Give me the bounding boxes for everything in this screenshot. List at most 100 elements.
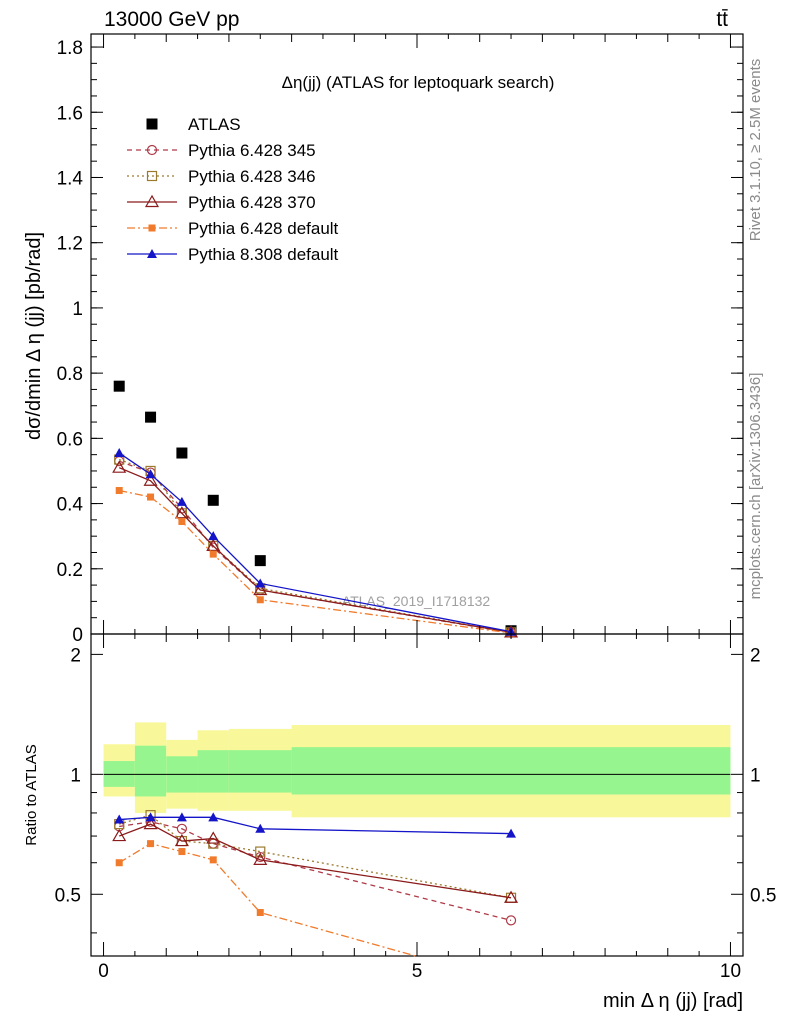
green-band-segment bbox=[197, 750, 229, 793]
main-y-axis-label: dσ/dmin Δ η (jj) [pb/rad] bbox=[23, 232, 45, 440]
data-marker bbox=[206, 538, 221, 552]
data-marker bbox=[112, 460, 127, 473]
data-marker bbox=[143, 473, 158, 486]
legend-label: Pythia 6.428 345 bbox=[188, 141, 316, 160]
main-plot-title: Δη(jj) (ATLAS for leptoquark search) bbox=[282, 73, 555, 92]
series-pythia-6-428-default bbox=[115, 487, 515, 637]
y-tick-label: 0.6 bbox=[57, 429, 83, 450]
ratio-panel: 0.5 0.5 1 1 2 2 Ratio to ATLAS bbox=[23, 633, 776, 957]
data-marker bbox=[255, 846, 266, 857]
y-tick-label: 1.8 bbox=[57, 38, 83, 59]
ratio-uncertainty-bands bbox=[90, 633, 744, 957]
ratio-pythia-6-428-370 bbox=[112, 816, 519, 903]
data-marker bbox=[256, 909, 264, 917]
ratio-series-line bbox=[119, 816, 512, 835]
series-pythia-6-428-345 bbox=[114, 456, 517, 638]
data-marker bbox=[146, 170, 158, 182]
data-marker bbox=[254, 555, 266, 567]
legend-entry: Pythia 6.428 345 bbox=[127, 141, 316, 160]
data-marker bbox=[206, 831, 221, 844]
data-marker bbox=[208, 812, 219, 822]
data-marker bbox=[115, 859, 123, 867]
y-tick-label: 1.2 bbox=[57, 234, 83, 255]
ratio-tick-label-right: 1 bbox=[750, 765, 761, 786]
ratio-tick-label: 1 bbox=[70, 765, 81, 786]
data-marker bbox=[505, 915, 517, 926]
series-pythia-6-428-370 bbox=[112, 460, 519, 638]
series-pythia-6-428-346 bbox=[114, 454, 517, 638]
data-marker bbox=[145, 411, 157, 423]
green-band-segment bbox=[291, 747, 731, 795]
ratio-pythia-6-428-346 bbox=[114, 810, 517, 903]
legend-entry: ATLAS bbox=[146, 115, 241, 134]
data-marker bbox=[112, 828, 127, 842]
ratio-tick-label-right: 0.5 bbox=[750, 885, 776, 906]
data-marker bbox=[255, 823, 266, 833]
legend-entry: Pythia 6.428 346 bbox=[127, 167, 316, 186]
legend-label: Pythia 6.428 346 bbox=[188, 167, 316, 186]
main-panel: ATLAS_2019_I1718132 Δη(jj) (ATLAS for le… bbox=[23, 33, 744, 646]
final-state-label: tt̄ bbox=[716, 8, 728, 31]
data-marker bbox=[253, 852, 268, 865]
ratio-pythia-8-308-default bbox=[114, 812, 517, 838]
legend-label: Pythia 6.428 370 bbox=[188, 193, 316, 212]
data-marker bbox=[504, 890, 519, 903]
legend-entry: Pythia 6.428 default bbox=[127, 219, 339, 238]
data-marker bbox=[506, 828, 517, 838]
ratio-tick-label-right: 2 bbox=[750, 645, 761, 666]
ratio-tick-label: 0.5 bbox=[55, 885, 81, 906]
data-marker bbox=[115, 487, 123, 495]
data-marker bbox=[255, 578, 266, 588]
x-axis-label: min Δ η (jj) [rad] bbox=[603, 990, 743, 1012]
main-series-group bbox=[112, 380, 519, 638]
data-marker bbox=[176, 496, 187, 506]
data-marker bbox=[143, 816, 158, 830]
data-marker bbox=[146, 118, 158, 130]
data-marker bbox=[255, 851, 266, 863]
data-marker bbox=[113, 380, 125, 392]
rivet-version-label: Rivet 3.1.10, ≥ 2.5M events bbox=[747, 59, 764, 242]
mcplots-label: mcplots.cern.ch [arXiv:1306.3436] bbox=[747, 373, 764, 600]
ratio-pythia-6-428-default bbox=[115, 840, 416, 957]
data-marker bbox=[147, 249, 157, 258]
x-axis-ticks: 0 5 10 bbox=[98, 34, 741, 982]
data-marker bbox=[178, 518, 186, 525]
y-tick-label: 0.8 bbox=[57, 364, 83, 385]
data-marker bbox=[207, 494, 219, 506]
legend-label: Pythia 8.308 default bbox=[188, 245, 339, 264]
data-marker bbox=[146, 144, 158, 156]
y-tick-label: 1.6 bbox=[57, 103, 83, 124]
ratio-series-line bbox=[119, 821, 512, 922]
ratio-series-line bbox=[118, 823, 512, 899]
ratio-tick-label: 2 bbox=[70, 645, 81, 666]
data-marker bbox=[256, 596, 264, 604]
data-marker bbox=[147, 493, 155, 501]
data-marker bbox=[145, 812, 156, 822]
x-tick-label: 10 bbox=[720, 961, 741, 982]
data-marker bbox=[174, 833, 189, 847]
data-marker bbox=[209, 856, 217, 864]
data-marker bbox=[253, 582, 268, 596]
y-tick-label: 1.4 bbox=[57, 168, 84, 189]
y-tick-label: 0.2 bbox=[57, 560, 83, 581]
ratio-pythia-6-428-345 bbox=[114, 816, 517, 926]
y-tick-label: 0 bbox=[72, 625, 83, 646]
legend-label: ATLAS bbox=[188, 115, 241, 134]
series-line bbox=[119, 489, 512, 634]
series-line bbox=[118, 452, 512, 633]
ratio-y-ticks: 0.5 0.5 1 1 2 2 bbox=[55, 645, 776, 934]
main-y-ticks: 0 0.2 0.4 0.6 0.8 1 1.2 1.4 1.6 1.8 bbox=[57, 38, 743, 646]
x-tick-label: 0 bbox=[98, 961, 109, 982]
data-marker bbox=[209, 550, 217, 558]
data-marker bbox=[208, 531, 219, 541]
process-label: 13000 GeV pp bbox=[104, 8, 239, 31]
y-tick-label: 0.4 bbox=[57, 495, 84, 516]
data-marker bbox=[144, 194, 160, 208]
green-band-segment bbox=[228, 750, 292, 793]
data-marker bbox=[176, 823, 188, 834]
legend-entry: Pythia 8.308 default bbox=[127, 245, 339, 264]
ratio-y-axis-label: Ratio to ATLAS bbox=[23, 744, 40, 845]
green-band-segment bbox=[134, 745, 167, 797]
data-marker bbox=[176, 447, 188, 459]
